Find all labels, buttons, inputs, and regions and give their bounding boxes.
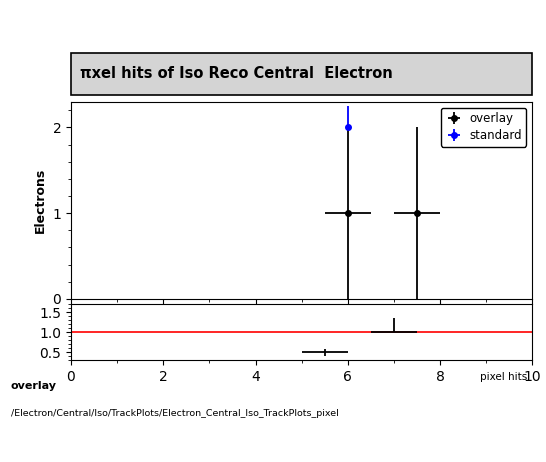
Y-axis label: Electrons: Electrons <box>34 168 47 233</box>
Text: pixel hits: pixel hits <box>479 372 527 382</box>
Text: overlay: overlay <box>11 381 57 391</box>
Text: πxel hits of Iso Reco Central  Electron: πxel hits of Iso Reco Central Electron <box>80 67 393 81</box>
Legend: overlay, standard: overlay, standard <box>441 108 526 146</box>
Text: /Electron/Central/Iso/TrackPlots/Electron_Central_Iso_TrackPlots_pixel: /Electron/Central/Iso/TrackPlots/Electro… <box>11 409 339 418</box>
